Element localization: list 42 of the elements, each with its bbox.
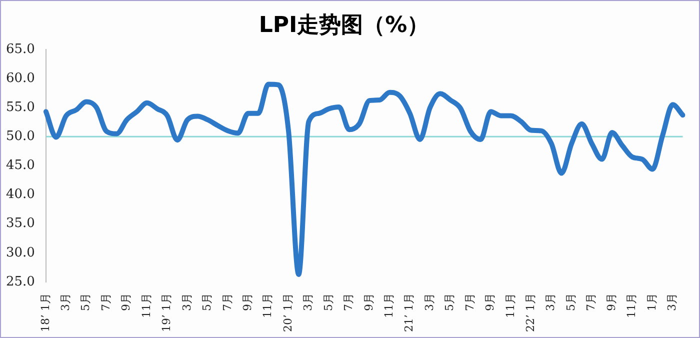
x-tick-label: 21’ 1月 (402, 293, 416, 332)
x-tick-label: 3月 (422, 293, 436, 312)
y-tick-label: 65.0 (6, 42, 35, 57)
x-tick-label: 5月 (200, 293, 214, 312)
x-tick-label: 18’ 1月 (38, 293, 52, 332)
x-tick-label: 22’ 1月 (524, 293, 538, 332)
x-tick-label: 9月 (362, 293, 376, 312)
x-tick-label: 9月 (120, 293, 133, 312)
y-tick-label: 45.0 (6, 158, 35, 174)
x-tick-label: 5月 (443, 293, 456, 312)
x-tick-label: 9月 (604, 293, 618, 312)
x-tick-label: 7月 (220, 293, 234, 312)
x-tick-label: 7月 (584, 293, 598, 312)
x-tick-label: 5月 (79, 293, 92, 312)
chart-title: LPI走势图（%） (258, 12, 430, 38)
x-tick-label: 5月 (564, 293, 578, 312)
x-tick-label: 11月 (382, 293, 396, 318)
y-tick-label: 50.0 (6, 129, 35, 144)
y-tick-label: 30.0 (6, 245, 35, 260)
x-tick-label: 20’ 1月 (281, 293, 294, 332)
y-tick-label: 35.0 (6, 216, 35, 232)
y-tick-label: 60.0 (6, 70, 35, 86)
x-tick-label: 3月 (666, 293, 679, 312)
x-tick-label: 11月 (504, 293, 517, 318)
x-tick-label: 7月 (99, 293, 112, 312)
x-tick-label: 11月 (625, 293, 638, 318)
x-tick-label: 5月 (322, 293, 335, 312)
x-tick-label: 3月 (544, 293, 558, 312)
x-tick-label: 7月 (342, 293, 356, 312)
x-tick-label: 19’ 1月 (160, 293, 174, 332)
x-tick-label: 1月 (645, 293, 658, 312)
x-tick-label: 11月 (261, 293, 274, 318)
x-tick-label: 9月 (240, 293, 254, 312)
y-tick-label: 55.0 (6, 100, 35, 115)
y-tick-label: 40.0 (6, 187, 35, 202)
y-tick-label: 25.0 (6, 274, 35, 290)
x-tick-label: 7月 (463, 293, 476, 312)
x-tick-label: 11月 (140, 293, 153, 318)
x-tick-label: 3月 (59, 293, 72, 312)
x-tick-label: 3月 (302, 293, 315, 312)
x-tick-label: 3月 (180, 293, 194, 312)
x-tick-label: 9月 (484, 293, 497, 312)
